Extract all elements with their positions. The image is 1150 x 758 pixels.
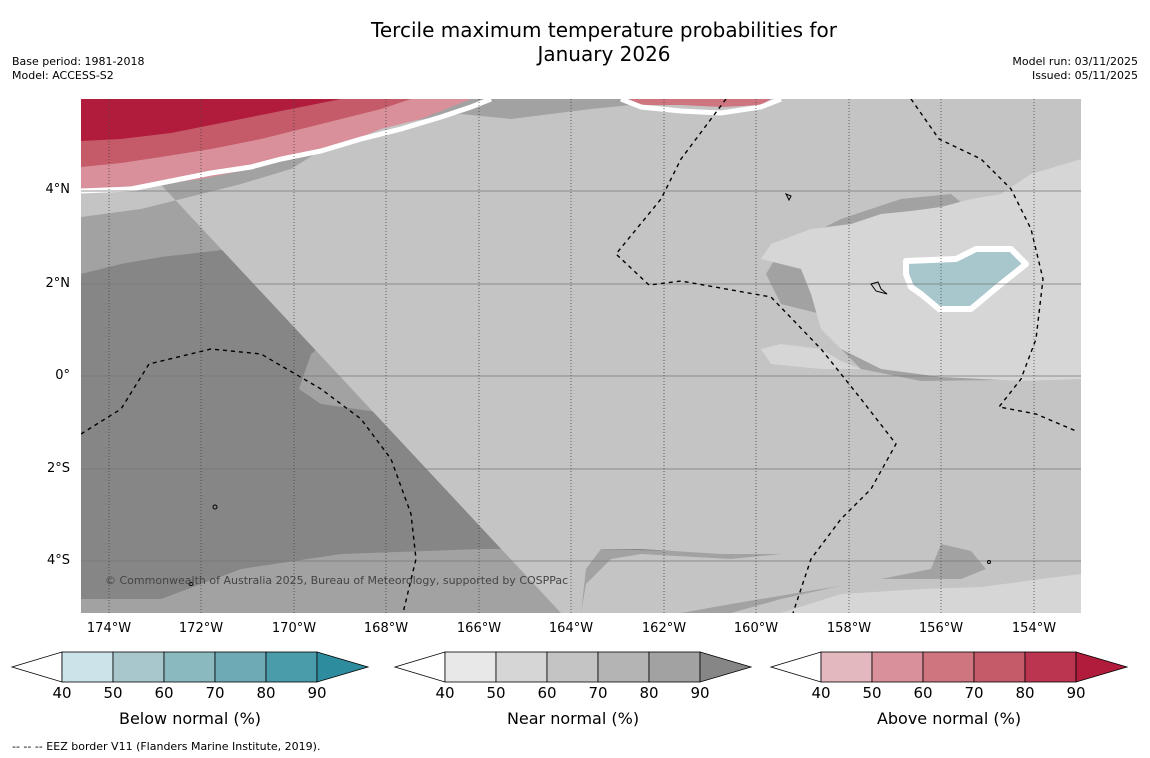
eez-footnote: -- -- -- EEZ border V11 (Flanders Marine… [12, 740, 321, 753]
lat-label-2s: 2°S [46, 461, 70, 476]
colorbar-segment [922, 651, 975, 683]
colorbar-segment [648, 651, 701, 683]
island-4 [188, 582, 194, 586]
colorbar-tick-label: 40 [811, 684, 831, 702]
colorbar-extend-low [769, 651, 822, 683]
island-1 [870, 281, 888, 295]
above-normal-title: Above normal (%) [876, 709, 1022, 728]
island-3 [212, 504, 218, 510]
colorbar-tick-label: 80 [1015, 684, 1035, 702]
colorbar-tick-label: 80 [256, 684, 276, 702]
run-info: Model run: 03/11/2025 Issued: 05/11/2025 [1012, 55, 1138, 83]
colorbar-tick-label: 60 [154, 684, 174, 702]
colorbar-extend-high [1075, 651, 1129, 683]
colorbar-tick-label: 70 [205, 684, 225, 702]
colorbar-extend-low [393, 651, 446, 683]
issued-date: Issued: 05/11/2025 [1031, 69, 1138, 82]
probability-map: © Commonwealth of Australia 2025, Bureau… [81, 99, 1081, 613]
title-line-1: Tercile maximum temperature probabilitie… [371, 18, 837, 42]
colorbar-segment [1024, 651, 1077, 683]
near-normal-band-60-south [781, 574, 1081, 613]
colorbar-segment [163, 651, 216, 683]
map-title: Tercile maximum temperature probabilitie… [300, 18, 908, 66]
island-2 [784, 193, 792, 202]
title-line-2: January 2026 [537, 42, 671, 66]
colorbar-extend-high [699, 651, 753, 683]
lon-label-174w: 174°W [86, 621, 132, 636]
below-normal-title: Below normal (%) [118, 709, 262, 728]
eez-border-west [81, 348, 417, 613]
colorbar-segment [871, 651, 924, 683]
lon-label-160w: 160°W [733, 621, 779, 636]
colorbar-segment [597, 651, 650, 683]
base-period-info: Base period: 1981-2018 Model: ACCESS-S2 [12, 55, 144, 83]
lon-label-166w: 166°W [456, 621, 502, 636]
lon-label-154w: 154°W [1011, 621, 1057, 636]
lon-label-172w: 172°W [178, 621, 224, 636]
colorbar-segment [820, 651, 873, 683]
near-normal-title: Near normal (%) [506, 709, 640, 728]
lon-label-168w: 168°W [363, 621, 409, 636]
lat-label-0: 0° [55, 368, 70, 383]
lat-label-4s: 4°S [46, 553, 70, 568]
above-normal-boundary-top [620, 99, 782, 116]
colorbar-tick-label: 90 [1066, 684, 1086, 702]
near-normal-band-70 [81, 99, 1081, 613]
above-normal-colorbar [769, 651, 1129, 683]
colorbar-tick-label: 70 [588, 684, 608, 702]
colorbar-tick-label: 50 [486, 684, 506, 702]
colorbar-tick-label: 60 [537, 684, 557, 702]
above-normal-band-90 [81, 99, 341, 141]
model-run-date: Model run: 03/11/2025 [1012, 55, 1138, 68]
colorbar-segment [546, 651, 599, 683]
lon-label-164w: 164°W [548, 621, 594, 636]
below-normal-patch [903, 246, 1029, 312]
above-normal-band-top [621, 99, 771, 107]
lon-label-156w: 156°W [918, 621, 964, 636]
colorbar-tick-label: 90 [307, 684, 327, 702]
colorbar-extend-high [316, 651, 370, 683]
colorbar-segment [973, 651, 1026, 683]
lat-label-2n: 2°N [45, 276, 71, 291]
colorbar-tick-label: 70 [964, 684, 984, 702]
below-normal-colorbar [10, 651, 370, 683]
colorbar-tick-label: 90 [690, 684, 710, 702]
colorbar-tick-label: 40 [435, 684, 455, 702]
colorbar-segment [112, 651, 165, 683]
colorbar-segment [265, 651, 318, 683]
colorbar-tick-label: 50 [103, 684, 123, 702]
colorbar-segment [495, 651, 548, 683]
lat-label-4n: 4°N [45, 182, 71, 197]
lon-label-170w: 170°W [271, 621, 317, 636]
lon-label-162w: 162°W [641, 621, 687, 636]
colorbar-segment [444, 651, 497, 683]
colorbar-segment [214, 651, 267, 683]
base-period: Base period: 1981-2018 [12, 55, 145, 68]
eez-border-central [615, 99, 897, 613]
colorbar-extend-low [10, 651, 63, 683]
lon-label-158w: 158°W [826, 621, 872, 636]
colorbar-tick-label: 80 [639, 684, 659, 702]
colorbar-tick-label: 50 [862, 684, 882, 702]
copyright-text: © Commonwealth of Australia 2025, Bureau… [105, 574, 568, 587]
eez-border-east [910, 99, 1077, 432]
above-normal-boundary [81, 99, 492, 194]
near-normal-colorbar [393, 651, 753, 683]
colorbar-tick-label: 60 [913, 684, 933, 702]
colorbar-segment [61, 651, 114, 683]
colorbar-tick-label: 40 [52, 684, 72, 702]
island-5 [987, 560, 991, 564]
model-name: Model: ACCESS-S2 [12, 69, 114, 82]
